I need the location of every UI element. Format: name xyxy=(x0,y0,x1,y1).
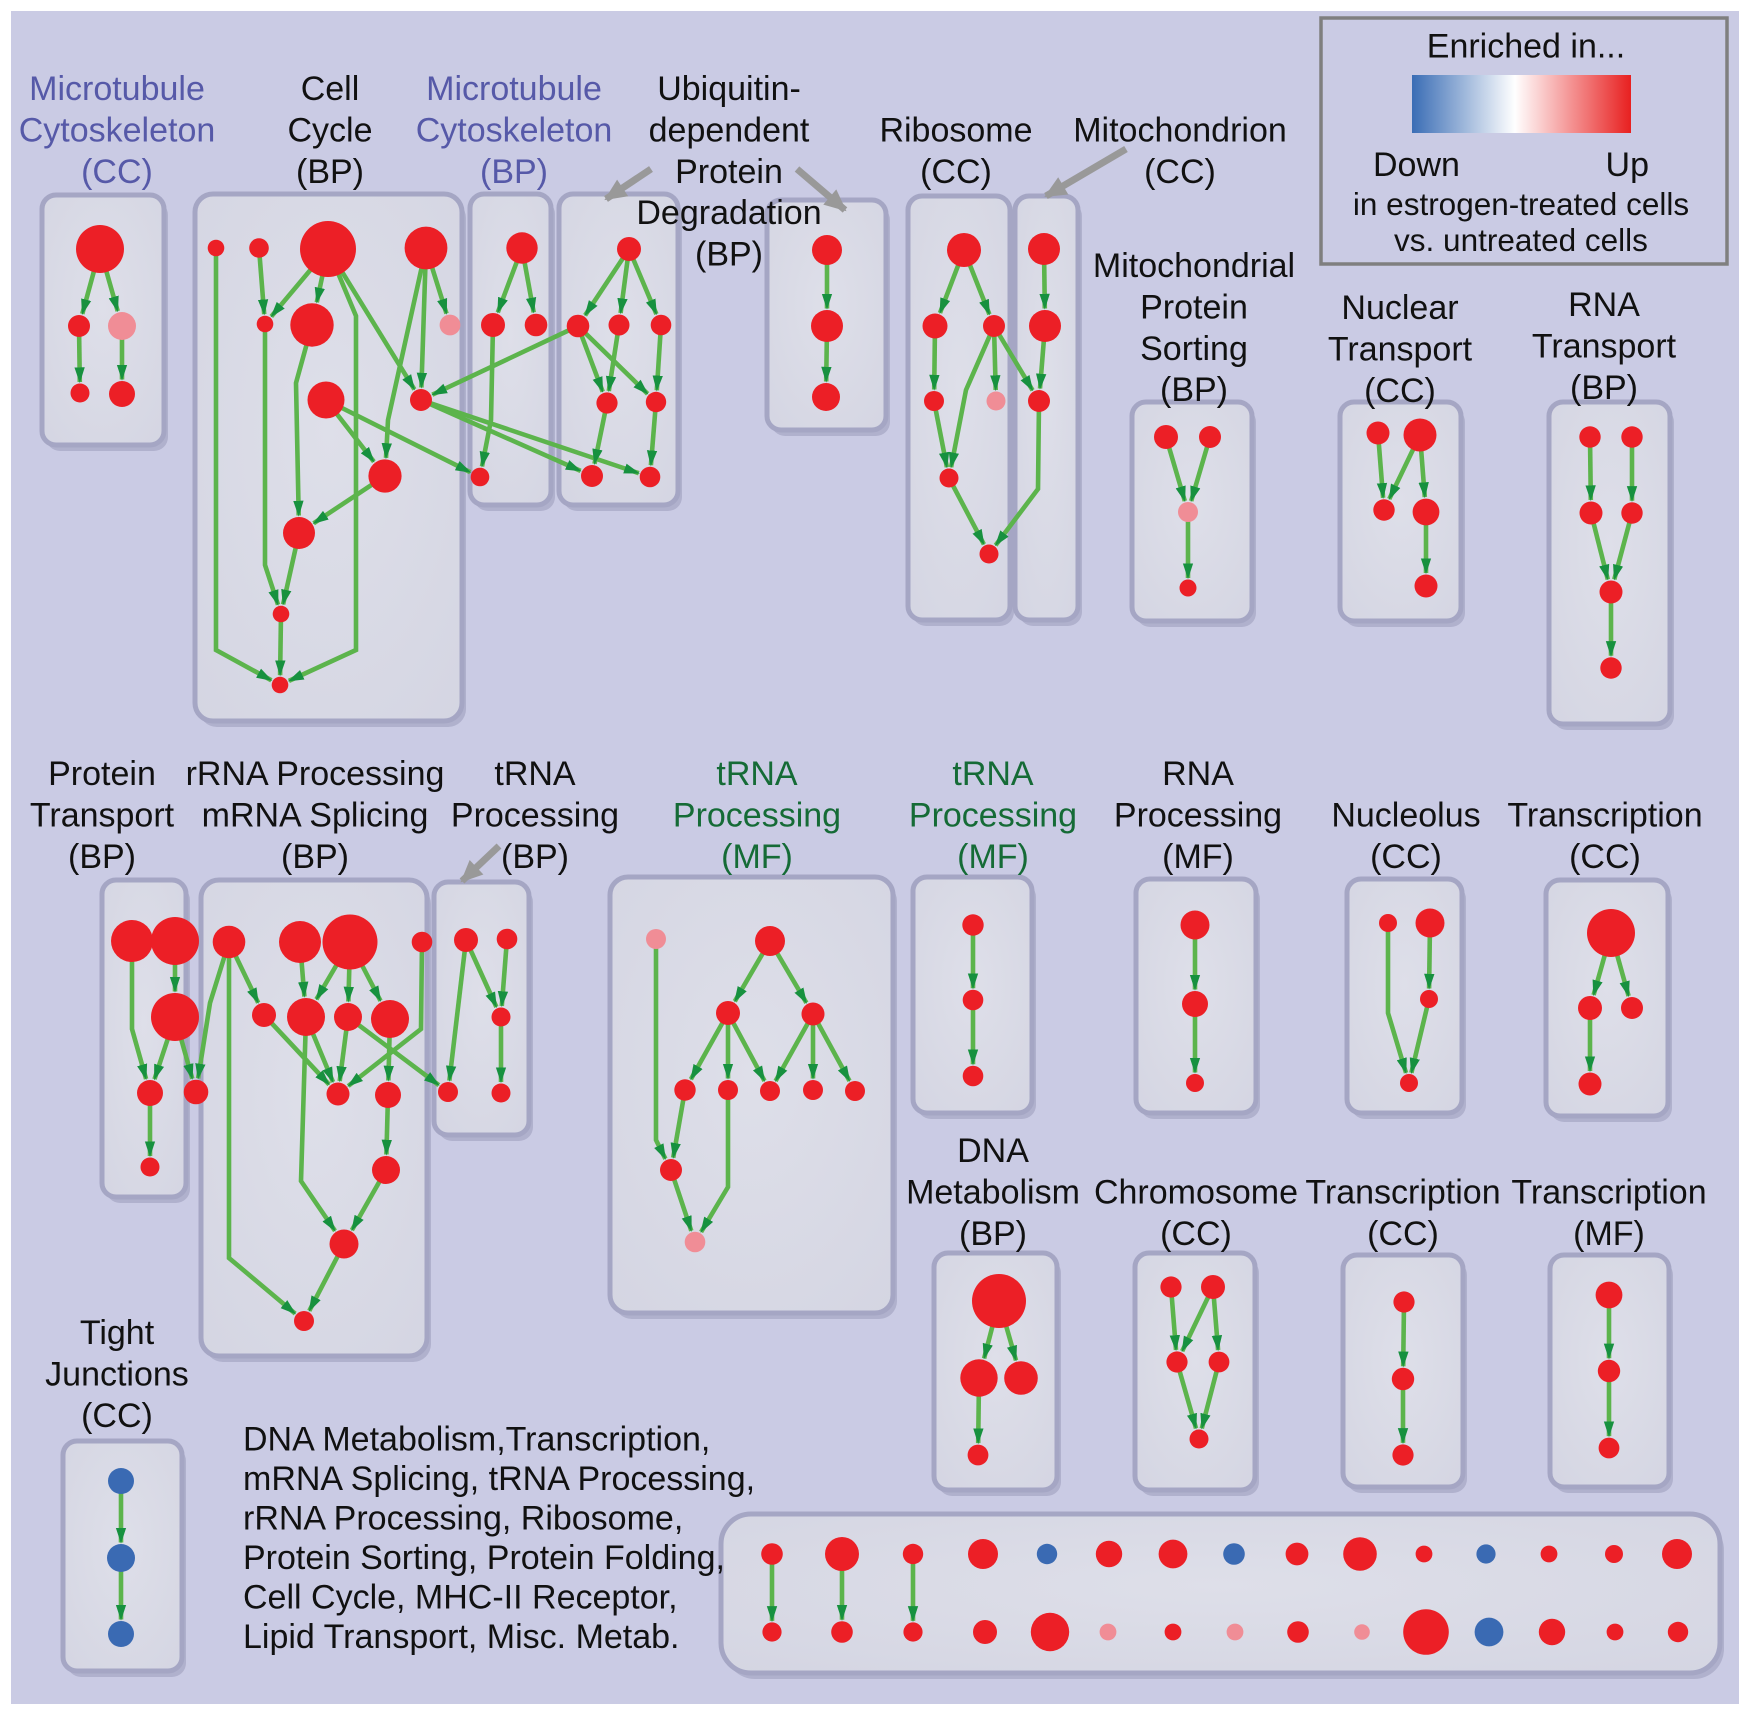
svg-text:Mitochondrion: Mitochondrion xyxy=(1073,111,1287,149)
svg-text:(CC): (CC) xyxy=(920,153,992,191)
svg-text:(BP): (BP) xyxy=(501,838,569,876)
svg-text:Processing: Processing xyxy=(909,796,1077,834)
svg-text:(CC): (CC) xyxy=(1364,372,1436,410)
svg-text:(MF): (MF) xyxy=(721,838,793,876)
svg-text:(BP): (BP) xyxy=(695,236,763,274)
svg-text:RNA: RNA xyxy=(1568,286,1640,324)
svg-text:(MF): (MF) xyxy=(1162,838,1234,876)
svg-text:(CC): (CC) xyxy=(81,153,153,191)
svg-text:Cytoskeleton: Cytoskeleton xyxy=(416,111,613,149)
svg-text:Tight: Tight xyxy=(80,1314,155,1352)
svg-text:Ubiquitin-: Ubiquitin- xyxy=(657,70,801,108)
svg-text:Junctions: Junctions xyxy=(45,1355,189,1393)
svg-text:Up: Up xyxy=(1606,146,1649,184)
svg-text:(CC): (CC) xyxy=(1569,838,1641,876)
svg-text:(BP): (BP) xyxy=(68,838,136,876)
svg-text:Down: Down xyxy=(1373,146,1460,184)
svg-text:Transport: Transport xyxy=(1532,327,1677,365)
svg-text:Transport: Transport xyxy=(30,796,175,834)
svg-text:rRNA Processing, Ribosome,: rRNA Processing, Ribosome, xyxy=(243,1500,683,1538)
svg-text:tRNA: tRNA xyxy=(494,755,576,793)
svg-text:Cycle: Cycle xyxy=(287,111,372,149)
svg-text:RNA: RNA xyxy=(1162,755,1234,793)
svg-text:Transcription: Transcription xyxy=(1305,1174,1500,1212)
svg-text:(BP): (BP) xyxy=(1570,369,1638,407)
svg-text:Enriched in...: Enriched in... xyxy=(1427,28,1625,66)
svg-text:(MF): (MF) xyxy=(1573,1215,1645,1253)
svg-text:Nuclear: Nuclear xyxy=(1341,289,1458,327)
svg-text:Microtubule: Microtubule xyxy=(426,70,602,108)
svg-text:(CC): (CC) xyxy=(1370,838,1442,876)
svg-text:(BP): (BP) xyxy=(480,153,548,191)
svg-text:Protein Sorting, Protein Foldi: Protein Sorting, Protein Folding, xyxy=(243,1539,725,1577)
svg-text:Protein: Protein xyxy=(675,153,783,191)
svg-text:vs. untreated cells: vs. untreated cells xyxy=(1394,222,1648,258)
svg-text:Transcription: Transcription xyxy=(1507,796,1702,834)
svg-text:Chromosome: Chromosome xyxy=(1094,1174,1298,1212)
svg-text:Protein: Protein xyxy=(48,755,156,793)
svg-text:Sorting: Sorting xyxy=(1140,330,1248,368)
svg-text:dependent: dependent xyxy=(649,111,810,149)
svg-text:Processing: Processing xyxy=(673,796,841,834)
svg-text:mRNA Splicing, tRNA Processing: mRNA Splicing, tRNA Processing, xyxy=(243,1460,755,1498)
svg-text:DNA Metabolism,Transcription,: DNA Metabolism,Transcription, xyxy=(243,1421,710,1459)
svg-text:Protein: Protein xyxy=(1140,288,1248,326)
svg-text:Nucleolus: Nucleolus xyxy=(1331,796,1480,834)
svg-text:(CC): (CC) xyxy=(1367,1215,1439,1253)
svg-text:Cell Cycle, MHC-II Receptor,: Cell Cycle, MHC-II Receptor, xyxy=(243,1579,678,1617)
svg-text:Cell: Cell xyxy=(301,70,360,108)
svg-text:(BP): (BP) xyxy=(1160,371,1228,409)
svg-text:(BP): (BP) xyxy=(281,838,349,876)
svg-text:(CC): (CC) xyxy=(1160,1215,1232,1253)
svg-text:Processing: Processing xyxy=(1114,796,1282,834)
svg-text:Ribosome: Ribosome xyxy=(879,111,1032,149)
svg-text:Metabolism: Metabolism xyxy=(906,1174,1080,1212)
svg-text:Transcription: Transcription xyxy=(1511,1174,1706,1212)
svg-text:Lipid Transport, Misc. Metab.: Lipid Transport, Misc. Metab. xyxy=(243,1618,680,1656)
svg-text:mRNA Splicing: mRNA Splicing xyxy=(202,796,429,834)
svg-text:Transport: Transport xyxy=(1328,330,1473,368)
svg-text:(BP): (BP) xyxy=(296,153,364,191)
svg-text:tRNA: tRNA xyxy=(716,755,798,793)
svg-text:(BP): (BP) xyxy=(959,1215,1027,1253)
svg-text:Degradation: Degradation xyxy=(636,194,821,232)
svg-text:(CC): (CC) xyxy=(1144,153,1216,191)
svg-text:Processing: Processing xyxy=(451,796,619,834)
svg-text:Cytoskeleton: Cytoskeleton xyxy=(19,111,216,149)
svg-text:Mitochondrial: Mitochondrial xyxy=(1093,247,1295,285)
svg-text:tRNA: tRNA xyxy=(952,755,1034,793)
svg-text:(CC): (CC) xyxy=(81,1397,153,1435)
svg-text:(MF): (MF) xyxy=(957,838,1029,876)
svg-text:DNA: DNA xyxy=(957,1132,1029,1170)
svg-text:rRNA Processing: rRNA Processing xyxy=(186,755,445,793)
svg-text:in estrogen-treated cells: in estrogen-treated cells xyxy=(1353,186,1689,222)
svg-text:Microtubule: Microtubule xyxy=(29,70,205,108)
